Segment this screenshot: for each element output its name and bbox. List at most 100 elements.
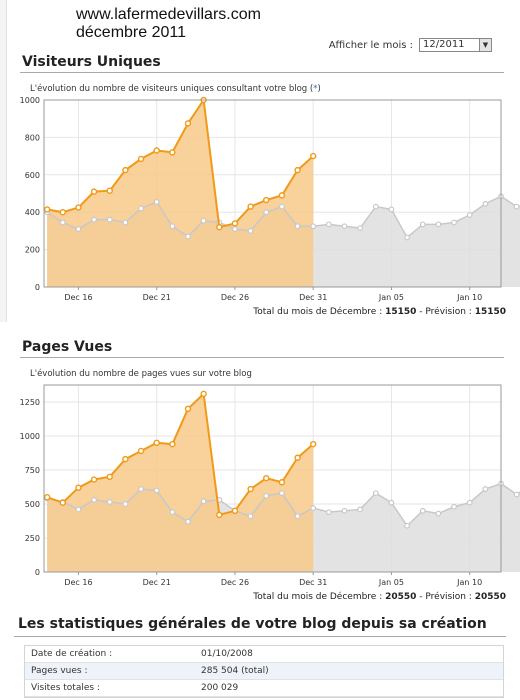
previous-data-point [169, 223, 176, 230]
x-tick-label: Dec 21 [143, 578, 171, 587]
month-select[interactable]: 12/2011 ▼ [419, 38, 492, 52]
current-data-point [200, 390, 207, 398]
current-data-point [153, 439, 160, 447]
previous-data-point [185, 233, 191, 240]
previous-data-point [232, 226, 238, 232]
pages-title: Pages Vues [22, 339, 113, 355]
previous-data-point [247, 227, 254, 234]
current-data-point [75, 484, 82, 491]
month-select-value: 12/2011 [423, 39, 465, 50]
current-data-point [184, 120, 192, 127]
current-data-point [43, 206, 51, 213]
previous-data-point [278, 203, 285, 210]
current-data-point [278, 479, 286, 486]
visitors-total: Total du mois de Décembre : 15150 - Prév… [253, 307, 506, 317]
current-data-point [106, 187, 113, 194]
stats-row-pageviews: Pages vues : 285 504 (total) [25, 663, 503, 680]
y-tick-label: 1000 [20, 96, 40, 105]
visitors-title: Visiteurs Uniques [22, 54, 161, 70]
stats-value: 200 029 [201, 683, 239, 693]
previous-data-point [404, 522, 410, 529]
previous-data-point [404, 234, 410, 241]
previous-data-point [435, 510, 442, 517]
y-tick-label: 500 [25, 500, 40, 509]
current-data-point [231, 507, 239, 515]
stats-value: 285 504 (total) [201, 666, 269, 676]
current-data-point [169, 440, 176, 448]
current-data-point [122, 455, 129, 463]
previous-data-point [138, 486, 144, 492]
current-data-point [59, 499, 66, 506]
previous-data-point [341, 223, 348, 230]
visitors-forecast-value: 15150 [474, 307, 506, 317]
previous-data-point [122, 219, 129, 226]
visitors-chart: 0 200 400 600 800 1000 Dec 16 Dec 21 Dec 26 Dec 3… [20, 96, 520, 302]
previous-data-point [91, 216, 97, 223]
previous-data-point [372, 490, 379, 497]
current-data-point [247, 485, 254, 493]
y-tick-label: 250 [25, 534, 40, 543]
previous-data-point [200, 217, 207, 224]
current-data-point [137, 155, 145, 163]
current-data-point [90, 476, 98, 483]
x-tick-label: Dec 26 [221, 293, 249, 302]
chevron-down-icon[interactable]: ▼ [479, 39, 491, 51]
visitors-rule [20, 72, 504, 73]
previous-data-point [153, 487, 160, 494]
current-data-point [106, 473, 113, 481]
general-stats-rule [14, 636, 506, 637]
current-data-point [169, 149, 176, 156]
previous-data-point [310, 505, 317, 511]
y-tick-label: 750 [25, 466, 40, 475]
plot-frame [43, 384, 502, 573]
current-data-point [75, 204, 82, 211]
current-data-point [153, 147, 160, 154]
current-data-point [294, 454, 301, 461]
previous-data-point [513, 203, 520, 210]
previous-data-point [451, 503, 457, 510]
y-tick-label: 1250 [20, 398, 40, 407]
pages-subtitle: L'évolution du nombre de pages vues sur … [30, 369, 252, 379]
previous-data-point [294, 223, 301, 230]
previous-data-point [388, 499, 395, 506]
previous-data-point [263, 209, 270, 216]
pages-total-label: Total du mois de Décembre : [253, 592, 386, 602]
stats-row-visits: Visites totales : 200 029 [25, 680, 503, 697]
stats-label: Pages vues : [31, 666, 88, 676]
current-data-point [216, 511, 223, 519]
y-tick-label: 200 [25, 246, 40, 255]
previous-data-point [435, 221, 442, 228]
x-tick-label: Jan 05 [378, 293, 404, 302]
current-data-point [122, 166, 129, 174]
current-period-area [47, 393, 314, 572]
page-left-edge [0, 0, 7, 322]
previous-data-point [278, 490, 285, 497]
stats-label: Date de création : [31, 649, 113, 659]
visitors-subtitle-text: L'évolution du nombre de visiteurs uniqu… [30, 84, 314, 94]
previous-data-point [325, 509, 332, 516]
previous-data-point [59, 219, 66, 226]
current-data-point [294, 166, 301, 174]
pages-forecast-label: - Prévision : [416, 592, 475, 602]
pageviews-chart: 0 250 500 750 1000 1250 Dec 16 Dec 21 Dec 26 Dec … [20, 384, 520, 587]
stats-row-creation: Date de création : 01/10/2008 [25, 646, 503, 663]
y-tick-label: 600 [25, 171, 40, 180]
month-picker: Afficher le mois : 12/2011 ▼ [329, 38, 492, 52]
x-tick-label: Dec 31 [299, 578, 327, 587]
x-tick-label: Jan 10 [456, 578, 482, 587]
stats-value: 01/10/2008 [201, 649, 253, 659]
previous-data-point [482, 200, 489, 207]
previous-data-point [138, 205, 144, 212]
previous-data-point [91, 497, 97, 503]
previous-data-point [294, 513, 301, 520]
x-tick-label: Jan 05 [378, 578, 404, 587]
previous-data-point [75, 226, 82, 232]
visitors-help-link[interactable]: * [313, 84, 318, 94]
previous-data-point [466, 212, 473, 218]
visitors-subtitle-end: ) [317, 84, 321, 94]
x-tick-label: Dec 26 [221, 578, 249, 587]
x-tick-label: Dec 16 [64, 578, 92, 587]
previous-data-point [185, 518, 191, 525]
month-picker-label: Afficher le mois : [328, 39, 413, 51]
visitors-forecast-label: - Prévision : [416, 307, 475, 317]
